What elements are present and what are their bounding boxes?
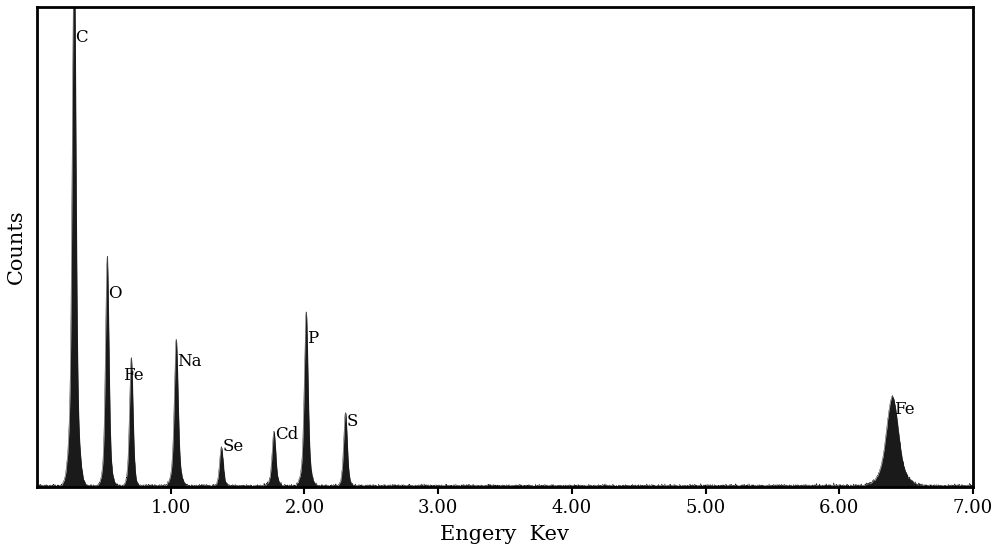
Text: P: P [308,331,319,348]
X-axis label: Engery  Kev: Engery Kev [440,525,569,544]
Text: Cd: Cd [275,426,299,444]
Text: Na: Na [178,353,202,370]
Y-axis label: Counts: Counts [7,209,26,284]
Text: Fe: Fe [894,401,914,418]
Text: S: S [347,413,358,430]
Text: O: O [109,285,122,302]
Text: Fe: Fe [123,367,144,384]
Text: Se: Se [223,438,244,455]
Text: C: C [75,29,88,46]
